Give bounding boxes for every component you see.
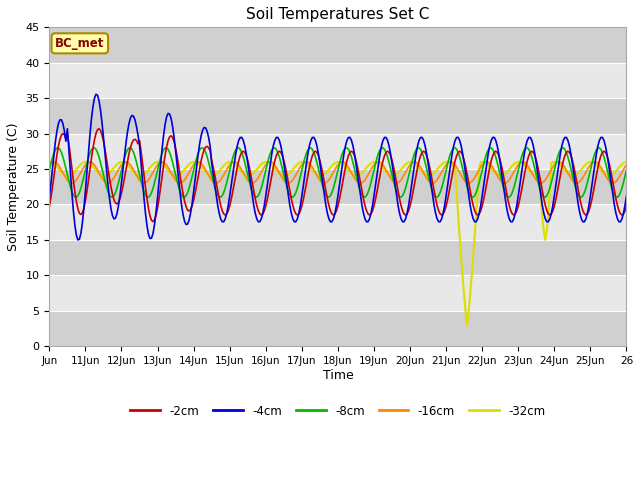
Text: BC_met: BC_met: [55, 37, 104, 50]
Bar: [49, 98, 627, 133]
Bar: [49, 0, 627, 27]
X-axis label: Time: Time: [323, 369, 353, 382]
Bar: [49, 63, 627, 98]
Bar: [49, 133, 627, 169]
Bar: [49, 311, 627, 346]
Bar: [49, 27, 627, 63]
Y-axis label: Soil Temperature (C): Soil Temperature (C): [7, 122, 20, 251]
Bar: [49, 240, 627, 275]
Bar: [49, 169, 627, 204]
Bar: [49, 204, 627, 240]
Title: Soil Temperatures Set C: Soil Temperatures Set C: [246, 7, 429, 22]
Bar: [49, 275, 627, 311]
Legend: -2cm, -4cm, -8cm, -16cm, -32cm: -2cm, -4cm, -8cm, -16cm, -32cm: [125, 400, 550, 422]
